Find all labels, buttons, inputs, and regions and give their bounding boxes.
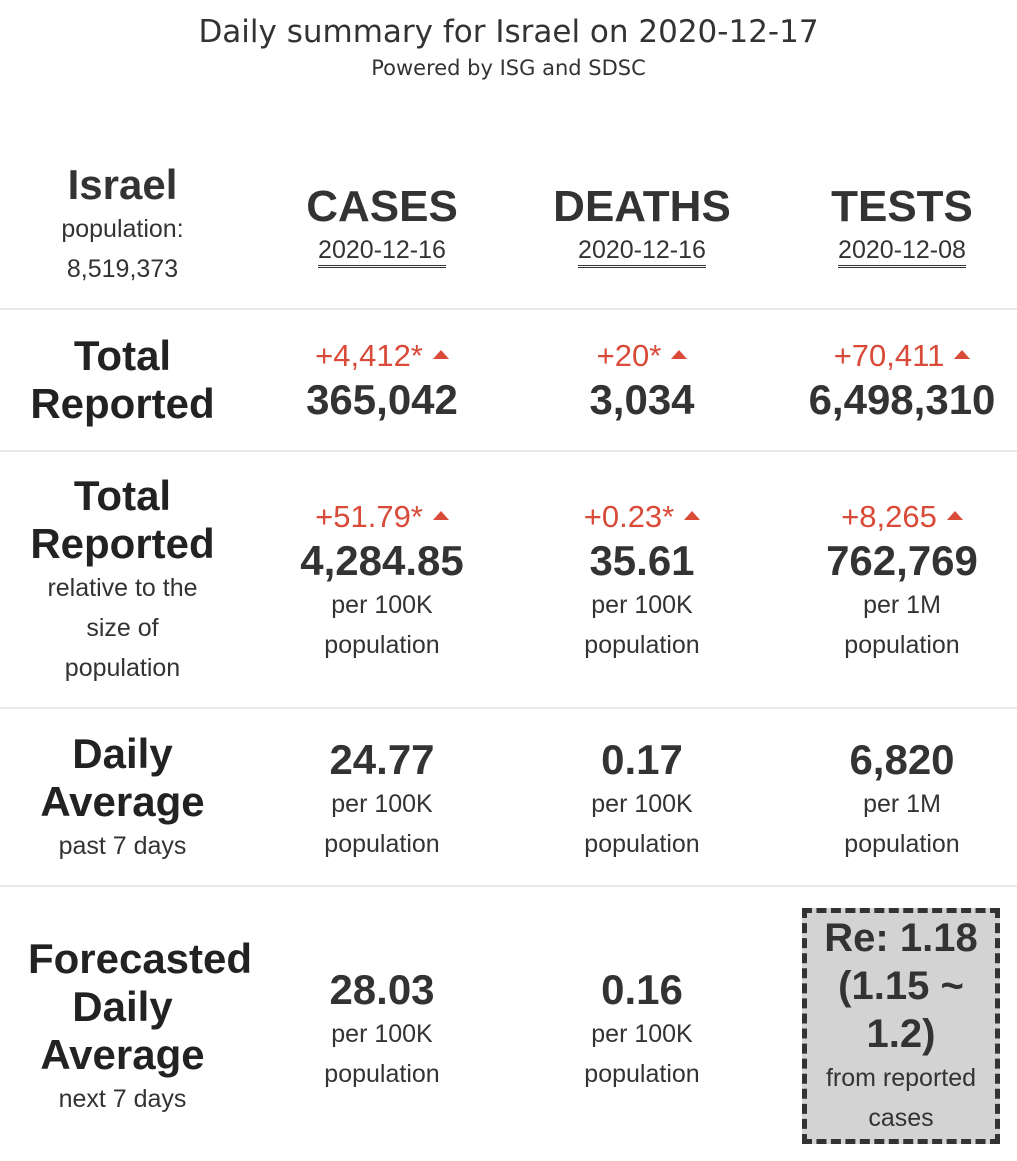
- re-range: 1.2): [866, 1012, 936, 1056]
- row-divider: [0, 308, 1017, 310]
- unit-label: per 100K: [591, 591, 693, 619]
- daily-tests-cell: 6,820 per 1M population: [772, 735, 1017, 865]
- daily-tests-value: 6,820: [849, 736, 955, 783]
- total-cases-value: 365,042: [306, 375, 458, 423]
- relative-label: Total Reported relative to the size of p…: [0, 472, 245, 686]
- re-value: Re: 1.18: [824, 916, 978, 960]
- tests-date-link[interactable]: 2020-12-08: [838, 235, 966, 268]
- forecast-deaths-cell: 0.16 per 100K population: [512, 965, 772, 1095]
- unit-label: per 100K: [331, 1020, 433, 1048]
- increase-triangle-icon: [684, 511, 701, 521]
- total-tests-cell: +70,411 6,498,310: [772, 312, 1017, 447]
- forecast-deaths-value: 0.16: [601, 966, 683, 1013]
- relative-tests-value: 762,769: [826, 537, 978, 584]
- row-divider: [0, 450, 1017, 452]
- delta-value: +51.79*: [315, 497, 449, 537]
- total-tests-value: 6,498,310: [808, 375, 996, 423]
- daily-cases-cell: 24.77 per 100K population: [252, 735, 512, 865]
- deaths-header: DEATHS 2020-12-16: [512, 170, 772, 280]
- tests-label: TESTS: [831, 181, 973, 231]
- unit-label: population: [844, 631, 960, 659]
- unit-label: population: [584, 830, 700, 858]
- increase-triangle-icon: [954, 349, 971, 359]
- re-source: cases: [868, 1104, 934, 1132]
- total-reported-label: Total Reported: [0, 312, 245, 447]
- daily-average-label: Daily Average past 7 days: [0, 728, 245, 868]
- unit-label: per 100K: [331, 591, 433, 619]
- row-label-line: Average: [40, 1031, 205, 1078]
- row-label-line: Daily: [72, 983, 173, 1030]
- cases-header: CASES 2020-12-16: [252, 170, 512, 280]
- unit-label: population: [324, 631, 440, 659]
- total-deaths-value: 3,034: [589, 375, 695, 423]
- increase-triangle-icon: [946, 511, 963, 521]
- unit-label: population: [324, 830, 440, 858]
- unit-label: population: [324, 1060, 440, 1088]
- row-sublabel: next 7 days: [58, 1085, 187, 1113]
- row-label-line: Total: [73, 472, 172, 519]
- row-sublabel: population: [64, 654, 181, 682]
- population-value: 8,519,373: [66, 255, 179, 283]
- country-name: Israel: [67, 161, 178, 208]
- cases-label: CASES: [306, 181, 458, 231]
- row-label-line: Average: [40, 778, 205, 825]
- row-divider: [0, 707, 1017, 709]
- row-label-line: Total: [73, 331, 172, 379]
- daily-deaths-cell: 0.17 per 100K population: [512, 735, 772, 865]
- delta-value: +0.23*: [584, 497, 701, 537]
- forecast-cases-cell: 28.03 per 100K population: [252, 965, 512, 1095]
- unit-label: per 100K: [331, 790, 433, 818]
- unit-label: population: [844, 830, 960, 858]
- unit-label: per 1M: [863, 591, 941, 619]
- forecast-label: Forecasted Daily Average next 7 days: [0, 932, 280, 1122]
- re-estimate-box: Re: 1.18 (1.15 ~ 1.2) from reported case…: [802, 908, 1000, 1144]
- row-divider: [0, 885, 1017, 887]
- deaths-label: DEATHS: [553, 181, 731, 231]
- page-title: Daily summary for Israel on 2020-12-17: [198, 14, 819, 50]
- total-cases-cell: +4,412* 365,042: [252, 312, 512, 447]
- row-label-line: Forecasted: [27, 935, 253, 982]
- tests-header: TESTS 2020-12-08: [772, 170, 1017, 280]
- row-label-line: Daily: [72, 730, 173, 777]
- relative-cases-cell: +51.79* 4,284.85 per 100K population: [252, 496, 512, 666]
- unit-label: population: [584, 1060, 700, 1088]
- total-deaths-cell: +20* 3,034: [512, 312, 772, 447]
- deaths-date-link[interactable]: 2020-12-16: [578, 235, 706, 268]
- cases-date-link[interactable]: 2020-12-16: [318, 235, 446, 268]
- re-source: from reported: [825, 1064, 977, 1092]
- row-label-line: Reported: [30, 379, 215, 427]
- population-label: population:: [61, 215, 184, 243]
- daily-deaths-value: 0.17: [601, 736, 683, 783]
- row-sublabel: past 7 days: [58, 832, 187, 860]
- unit-label: per 1M: [863, 790, 941, 818]
- unit-label: per 100K: [591, 1020, 693, 1048]
- page-subtitle: Powered by ISG and SDSC: [371, 56, 646, 80]
- relative-cases-value: 4,284.85: [300, 537, 464, 584]
- relative-tests-cell: +8,265 762,769 per 1M population: [772, 496, 1017, 666]
- row-label-line: Reported: [30, 520, 215, 567]
- row-sublabel: relative to the: [47, 574, 198, 602]
- delta-value: +70,411: [834, 336, 971, 376]
- country-cell: Israel population: 8,519,373: [0, 150, 245, 300]
- unit-label: per 100K: [591, 790, 693, 818]
- re-range: (1.15 ~: [838, 964, 964, 1008]
- increase-triangle-icon: [432, 349, 449, 359]
- relative-deaths-value: 35.61: [589, 537, 695, 584]
- delta-value: +8,265: [841, 497, 963, 537]
- increase-triangle-icon: [671, 349, 688, 359]
- forecast-cases-value: 28.03: [329, 966, 435, 1013]
- relative-deaths-cell: +0.23* 35.61 per 100K population: [512, 496, 772, 666]
- delta-value: +4,412*: [315, 336, 449, 376]
- daily-cases-value: 24.77: [329, 736, 435, 783]
- delta-value: +20*: [597, 336, 688, 376]
- increase-triangle-icon: [432, 511, 449, 521]
- row-sublabel: size of: [86, 614, 159, 642]
- unit-label: population: [584, 631, 700, 659]
